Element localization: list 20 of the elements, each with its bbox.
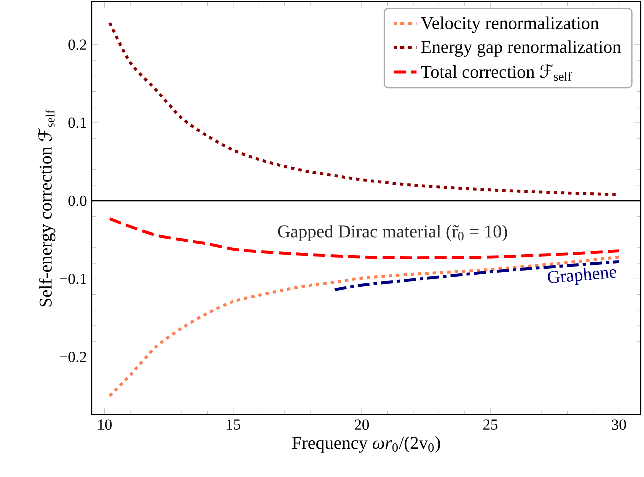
- line-series: [108, 256, 621, 398]
- x-tick-label: 25: [484, 420, 498, 430]
- legend-label: Energy gap renormalization: [421, 40, 622, 57]
- x-tick-label: 10: [98, 420, 112, 430]
- legend-label: Velocity renormalization: [421, 16, 600, 34]
- y-tick-label: 0.1: [68, 118, 86, 128]
- x-tick-label: 20: [355, 420, 370, 430]
- x-axis-title: Frequency ωr$_{0}$/(2v$_{0}$): [292, 436, 440, 453]
- x-tick-label: 30: [612, 420, 626, 430]
- x-tick-label: 15: [227, 420, 240, 430]
- line-series: [334, 260, 621, 292]
- legend-label: Total correction ℱ$_{self}$: [421, 64, 572, 82]
- line-series: [108, 218, 621, 260]
- y-tick-label: 0.2: [68, 40, 86, 50]
- series-label: Graphene: [548, 268, 617, 286]
- y-tick-label: −0.2: [60, 352, 86, 362]
- y-tick-label: −0.1: [60, 274, 86, 284]
- y-axis-title: Self-energy correction ℱ$_{self}$: [38, 110, 56, 307]
- y-tick-label: 0.0: [68, 196, 87, 206]
- annotation: Gapped Dirac material (r̃$_{0}$ = 10): [278, 225, 508, 242]
